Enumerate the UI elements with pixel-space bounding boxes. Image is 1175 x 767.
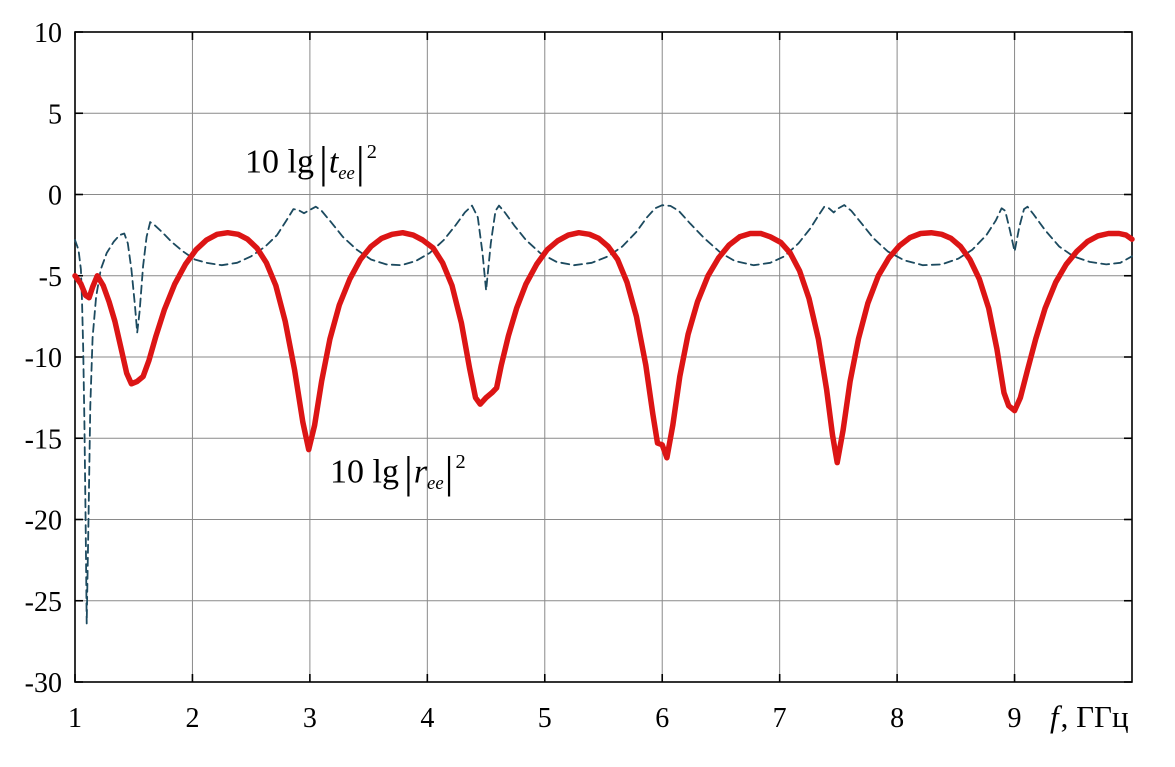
t-superscript: 2: [366, 141, 377, 163]
x-tick-label-5: 5: [538, 703, 552, 734]
t-subscript: ee: [338, 163, 355, 185]
transmission-curve: [74, 204, 1133, 625]
reflection-curve-label: 10 lg |ree|2: [330, 448, 466, 498]
y-tick-label-5: 5: [48, 99, 62, 130]
x-tick-label-7: 7: [773, 703, 787, 734]
y-tick-label--5: -5: [39, 262, 62, 293]
reflection-curve: [72, 229, 1135, 466]
x-tick-label-2: 2: [185, 703, 199, 734]
x-axis-label: f, ГГц: [1050, 699, 1129, 735]
r-label-prefix: 10 lg: [330, 453, 399, 491]
x-tick-label-4: 4: [420, 703, 434, 734]
y-tick-label--10: -10: [25, 343, 62, 374]
y-tick-label--15: -15: [25, 424, 62, 455]
r-superscript: 2: [455, 451, 466, 473]
x-tick-label-9: 9: [1008, 703, 1022, 734]
y-tick-label--30: -30: [25, 668, 62, 699]
x-axis-unit: , ГГц: [1060, 699, 1129, 734]
r-symbol: r: [413, 453, 428, 491]
x-tick-label-8: 8: [890, 703, 904, 734]
transmission-curve-label: 10 lg |tee|2: [245, 138, 377, 188]
x-tick-label-3: 3: [303, 703, 317, 734]
frequency-symbol: f: [1050, 699, 1059, 734]
t-symbol: t: [328, 143, 339, 181]
x-tick-label-6: 6: [655, 703, 669, 734]
x-tick-label-1: 1: [68, 703, 82, 734]
y-tick-label--25: -25: [25, 587, 62, 618]
y-tick-label--20: -20: [25, 506, 62, 537]
r-subscript: ee: [427, 473, 444, 495]
y-tick-label-10: 10: [34, 18, 62, 49]
t-label-prefix: 10 lg: [245, 143, 314, 181]
y-tick-label-0: 0: [48, 181, 62, 212]
